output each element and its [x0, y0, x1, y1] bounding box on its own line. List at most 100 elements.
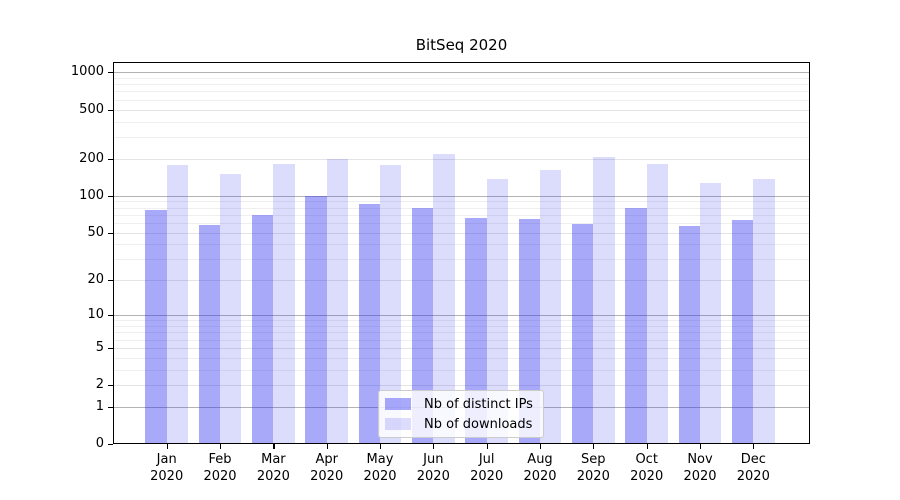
y-tick-10: [108, 315, 113, 317]
y-tick-50: [108, 232, 113, 234]
x-tick-jan: [166, 444, 168, 449]
bar-downloads-feb: [220, 174, 242, 444]
bar-distinct-ips-nov: [678, 225, 700, 444]
x-tick-jun: [433, 444, 435, 449]
grid-line-minor-800: [113, 84, 810, 86]
bar-downloads-jul: [486, 179, 508, 444]
grid-line-minor-7: [113, 332, 810, 334]
plot-area: [113, 62, 810, 444]
x-tick-sep: [593, 444, 595, 449]
bar-downloads-apr: [326, 158, 348, 444]
y-tick-label-1: 1: [95, 399, 104, 414]
y-tick-5: [108, 347, 113, 349]
x-tick-jul: [486, 444, 488, 449]
y-tick-0: [108, 444, 113, 446]
x-label-month: Jul: [478, 452, 495, 467]
bar-distinct-ips-jul: [465, 217, 487, 444]
x-tick-label-sep: Sep 2020: [563, 452, 623, 485]
y-tick-label-1000: 1000: [70, 64, 104, 80]
x-tick-label-feb: Feb 2020: [190, 452, 250, 485]
bar-distinct-ips-oct: [625, 207, 647, 444]
bar-distinct-ips-apr: [305, 195, 327, 444]
x-label-year: 2020: [150, 468, 184, 484]
x-tick-feb: [220, 444, 222, 449]
x-tick-label-may: May 2020: [350, 452, 410, 485]
x-tick-aug: [540, 444, 542, 449]
bar-distinct-ips-feb: [198, 224, 220, 444]
grid-line-minor-700: [113, 91, 810, 93]
grid-line-minor-400: [113, 121, 810, 123]
bar-distinct-ips-jun: [412, 207, 434, 444]
legend-label-downloads: Nb of downloads: [424, 416, 533, 432]
bar-downloads-aug: [540, 170, 562, 444]
grid-line-minor-30: [113, 259, 810, 261]
x-tick-label-jul: Jul 2020: [457, 452, 517, 485]
y-tick-2: [108, 385, 113, 387]
y-tick-label-10: 10: [87, 307, 104, 323]
x-label-month: Aug: [527, 452, 553, 467]
x-label-month: Jun: [423, 452, 444, 467]
x-label-month: Dec: [740, 452, 766, 467]
y-tick-label-50: 50: [87, 224, 104, 240]
grid-line-minor-600: [113, 99, 810, 101]
grid-line-minor-60: [113, 222, 810, 224]
x-label-year: 2020: [310, 468, 344, 484]
y-tick-1: [108, 407, 113, 409]
bar-distinct-ips-mar: [252, 214, 274, 444]
bar-downloads-nov: [700, 183, 722, 444]
grid-line-minor-40: [113, 244, 810, 246]
x-label-year: 2020: [256, 468, 290, 484]
y-tick-label-100: 100: [79, 187, 104, 203]
grid-line-minor-80: [113, 207, 810, 209]
grid-line-medium-500: [113, 109, 810, 111]
grid-line-minor-9: [113, 320, 810, 322]
bar-distinct-ips-jan: [145, 210, 167, 444]
bar-downloads-oct: [646, 164, 668, 444]
grid-line-minor-6: [113, 339, 810, 341]
grid-line-minor-90: [113, 201, 810, 203]
y-tick-20: [108, 280, 113, 282]
y-tick-label-0: 0: [95, 436, 104, 451]
bar-downloads-may: [380, 164, 402, 444]
x-label-month: May: [366, 452, 394, 467]
x-tick-mar: [273, 444, 275, 449]
bar-downloads-sep: [593, 156, 615, 444]
y-tick-label-200: 200: [79, 150, 104, 166]
x-tick-oct: [646, 444, 648, 449]
bar-downloads-dec: [753, 179, 775, 444]
legend-swatch-distinct-ips: [385, 398, 411, 410]
x-label-month: Apr: [315, 452, 338, 467]
x-label-month: Jan: [156, 452, 177, 467]
y-tick-500: [108, 109, 113, 111]
legend-item-distinct-ips: Nb of distinct IPs: [385, 397, 537, 412]
legend: Nb of distinct IPs Nb of downloads: [378, 390, 544, 438]
y-tick-100: [108, 195, 113, 197]
x-tick-label-nov: Nov 2020: [670, 452, 730, 485]
grid-line-minor-3: [113, 369, 810, 371]
x-label-month: Feb: [208, 452, 232, 467]
grid-line-major-1000: [113, 72, 810, 74]
x-tick-label-mar: Mar 2020: [243, 452, 303, 485]
bar-distinct-ips-may: [358, 204, 380, 444]
x-tick-label-oct: Oct 2020: [617, 452, 677, 485]
bar-downloads-mar: [273, 164, 295, 444]
y-tick-label-500: 500: [79, 101, 104, 117]
x-tick-may: [380, 444, 382, 449]
x-label-year: 2020: [523, 468, 557, 484]
x-tick-nov: [700, 444, 702, 449]
grid-line-minor-8: [113, 326, 810, 327]
grid-line-medium-200: [113, 158, 810, 160]
grid-line-major-100: [113, 195, 810, 197]
grid-line-minor-300: [113, 137, 810, 138]
x-label-year: 2020: [576, 468, 610, 484]
grid-line-medium-5: [113, 347, 810, 349]
x-label-year: 2020: [630, 468, 664, 484]
grid-line-minor-70: [113, 214, 810, 216]
x-tick-label-dec: Dec 2020: [723, 452, 783, 485]
bar-distinct-ips-aug: [518, 218, 540, 444]
x-label-month: Mar: [261, 452, 286, 467]
x-tick-dec: [753, 444, 755, 449]
bar-distinct-ips-dec: [732, 219, 754, 444]
x-label-year: 2020: [736, 468, 770, 484]
